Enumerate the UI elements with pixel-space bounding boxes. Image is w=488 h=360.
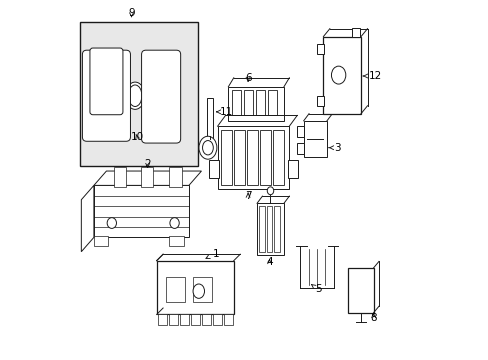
Ellipse shape xyxy=(107,218,116,228)
Text: 1: 1 xyxy=(205,248,219,258)
Text: 5: 5 xyxy=(311,284,321,294)
Bar xyxy=(231,90,241,116)
Ellipse shape xyxy=(125,82,144,109)
Bar xyxy=(348,268,373,313)
Bar xyxy=(113,167,126,187)
Bar xyxy=(190,314,199,325)
Bar xyxy=(272,130,283,185)
Text: 7: 7 xyxy=(244,191,251,201)
Bar xyxy=(94,185,188,237)
Bar xyxy=(156,261,233,315)
Ellipse shape xyxy=(199,136,217,159)
Bar xyxy=(217,126,289,189)
Polygon shape xyxy=(81,185,94,252)
Text: 8: 8 xyxy=(369,313,376,323)
Ellipse shape xyxy=(128,85,142,107)
Text: 2: 2 xyxy=(144,159,151,169)
Ellipse shape xyxy=(202,140,213,155)
Bar xyxy=(208,160,218,178)
Bar xyxy=(260,130,270,185)
Bar xyxy=(80,22,198,166)
Ellipse shape xyxy=(267,187,273,195)
Text: 3: 3 xyxy=(328,143,340,153)
Text: 11: 11 xyxy=(216,107,233,117)
FancyBboxPatch shape xyxy=(90,48,122,115)
Bar xyxy=(228,87,284,121)
Bar xyxy=(266,206,272,252)
Text: 10: 10 xyxy=(130,132,143,142)
FancyBboxPatch shape xyxy=(82,50,130,141)
Bar xyxy=(206,98,213,139)
Bar xyxy=(268,90,277,116)
FancyBboxPatch shape xyxy=(142,50,180,143)
Text: 4: 4 xyxy=(266,257,272,267)
Bar xyxy=(316,96,324,107)
Ellipse shape xyxy=(97,60,115,95)
Bar xyxy=(165,277,185,302)
Ellipse shape xyxy=(193,284,204,298)
Text: 6: 6 xyxy=(244,73,251,83)
Bar xyxy=(169,167,182,187)
Text: 9: 9 xyxy=(128,8,135,18)
Bar xyxy=(169,236,183,246)
Bar xyxy=(224,314,232,325)
Polygon shape xyxy=(94,171,201,185)
Bar xyxy=(257,203,284,255)
Bar xyxy=(94,236,108,246)
Bar xyxy=(221,130,231,185)
Bar xyxy=(316,44,324,54)
Bar xyxy=(323,37,360,114)
Bar xyxy=(180,314,188,325)
Bar xyxy=(259,206,264,252)
Bar xyxy=(150,72,172,80)
Bar xyxy=(150,85,172,93)
Bar xyxy=(274,206,280,252)
Bar xyxy=(192,277,212,302)
Bar xyxy=(351,28,359,37)
Bar xyxy=(202,314,210,325)
Bar xyxy=(150,97,172,105)
Bar xyxy=(287,160,298,178)
Ellipse shape xyxy=(331,66,345,84)
Bar xyxy=(246,130,257,185)
Bar xyxy=(297,126,304,137)
Bar xyxy=(212,314,221,325)
Bar xyxy=(297,143,304,154)
Text: 12: 12 xyxy=(363,71,381,81)
Bar xyxy=(158,314,166,325)
Bar xyxy=(140,167,153,187)
Bar xyxy=(234,130,244,185)
Bar xyxy=(168,314,177,325)
Bar xyxy=(244,90,253,116)
Bar xyxy=(303,121,326,157)
Ellipse shape xyxy=(169,218,179,228)
Bar xyxy=(256,90,265,116)
